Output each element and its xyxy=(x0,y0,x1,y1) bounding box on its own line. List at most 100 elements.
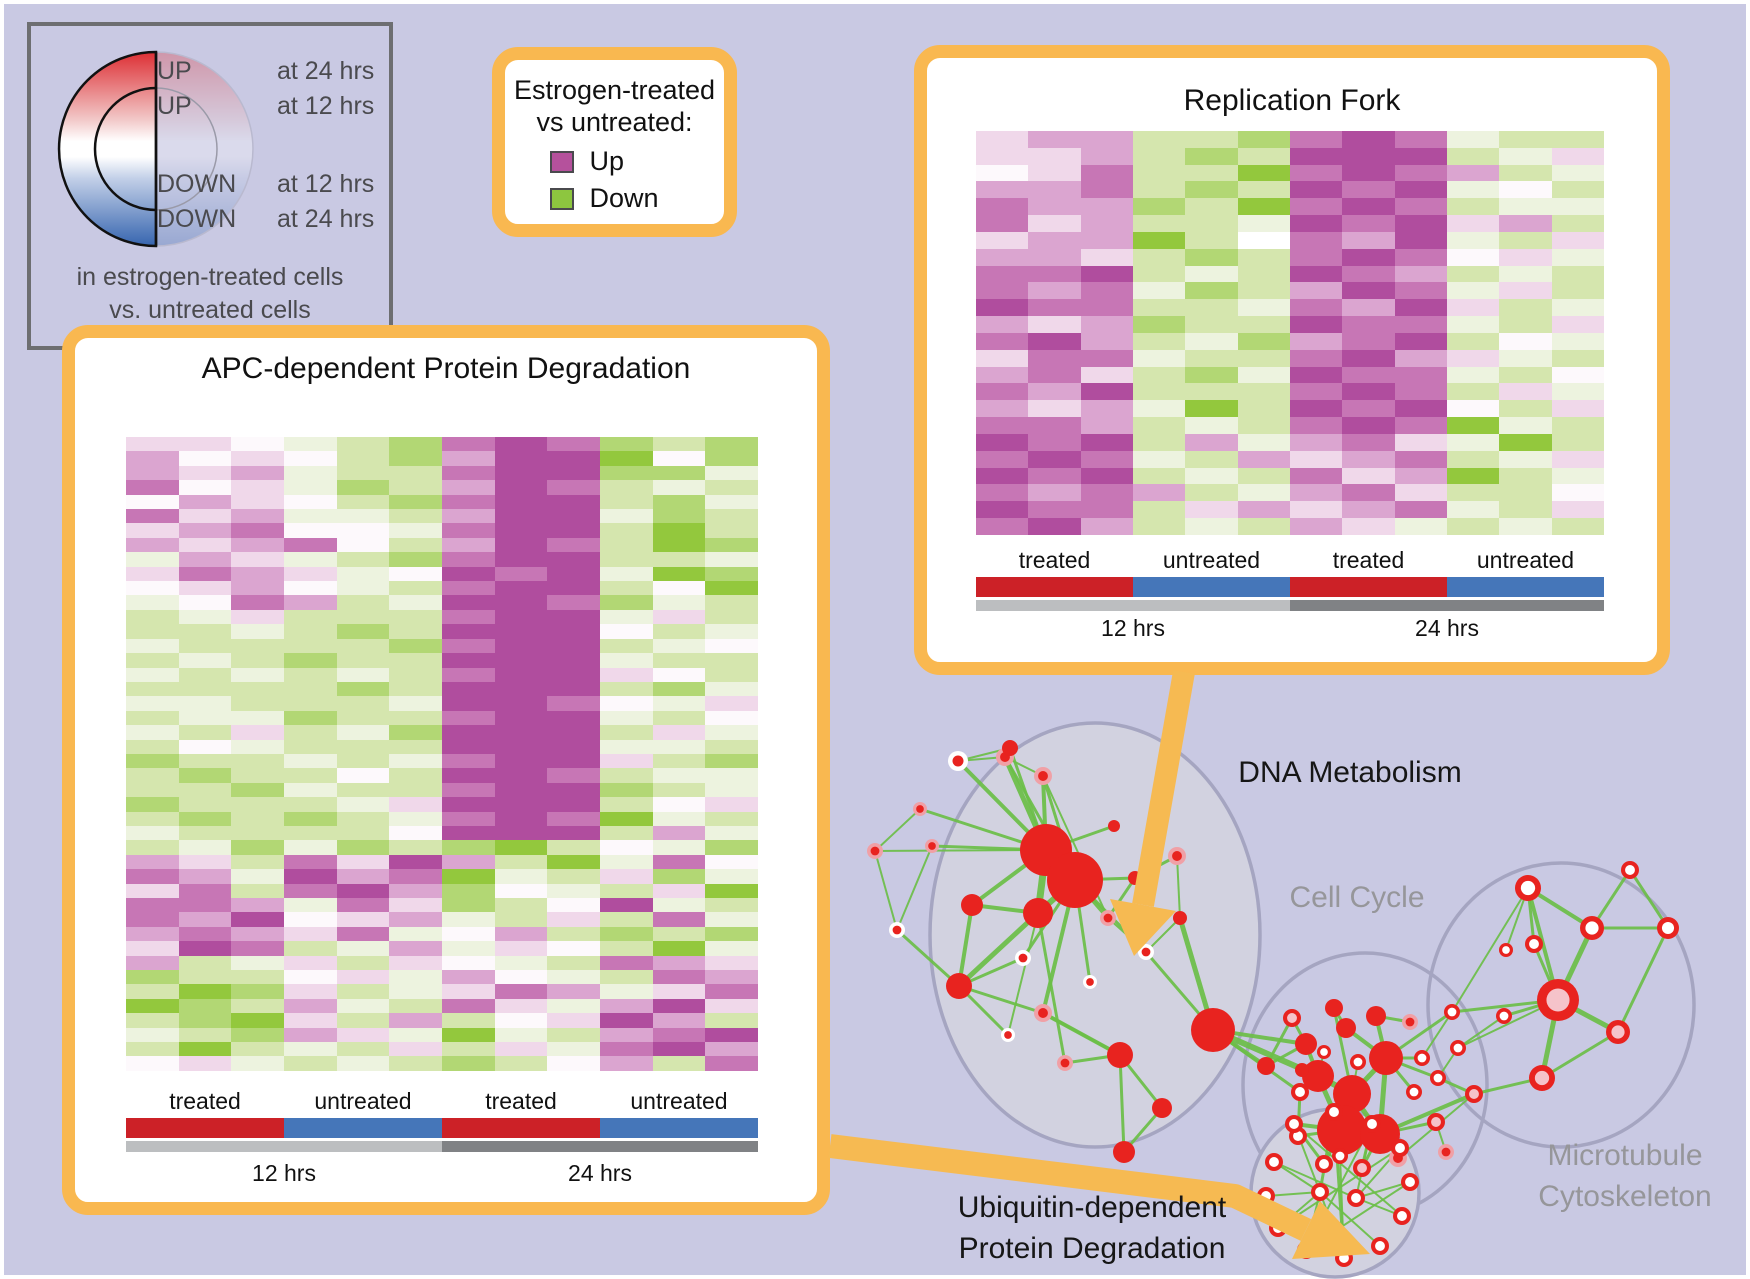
heatmap-row xyxy=(976,433,1604,451)
heatmap-row xyxy=(976,383,1604,401)
repl-treated-bar-2 xyxy=(1290,577,1447,597)
heatmap-row xyxy=(126,710,759,726)
apc-24hr-label: 24 hrs xyxy=(568,1160,632,1186)
apc-treated-bar-2 xyxy=(442,1118,600,1138)
heatmap-row xyxy=(126,566,759,582)
repl-group-label-4: untreated xyxy=(1476,547,1575,573)
legend-time-down-24: at 24 hrs xyxy=(277,205,375,233)
heatmap-row xyxy=(126,768,759,783)
heatmap-row xyxy=(126,739,759,754)
apc-untreated-bar-2 xyxy=(600,1118,758,1138)
heatmap-row xyxy=(976,131,1604,148)
heatmap-row xyxy=(976,484,1604,502)
repl-24hr-label: 24 hrs xyxy=(1415,615,1479,641)
legend-footer-line1: in estrogen-treated cells xyxy=(76,263,344,291)
heatmap-row xyxy=(976,282,1604,300)
heatmap-row xyxy=(126,984,759,999)
legend-time-12: at 12 hrs xyxy=(277,92,375,120)
heatmap-row xyxy=(976,518,1604,535)
heatmap-row xyxy=(126,465,759,481)
heatmap-row xyxy=(126,624,759,639)
heatmap-row xyxy=(126,667,759,682)
apc-condition-bars xyxy=(126,1118,758,1138)
heatmap-row xyxy=(976,501,1604,519)
heatmap-row xyxy=(126,537,759,553)
heatmap-row xyxy=(976,400,1604,418)
repl-untreated-bar-2 xyxy=(1447,577,1604,597)
heatmap-row xyxy=(126,653,759,668)
heatmap-row xyxy=(126,782,759,798)
legend-item-down: Down xyxy=(549,183,680,214)
heatmap-row xyxy=(126,1042,759,1057)
ring-left-half xyxy=(57,50,158,248)
heatmap-row xyxy=(976,316,1604,333)
replication-heatmap xyxy=(976,131,1604,535)
down-color-swatch xyxy=(549,187,574,210)
heatmap-row xyxy=(126,609,759,625)
ring-right-half xyxy=(155,51,254,247)
repl-12hr-bar xyxy=(976,600,1290,611)
heatmap-row xyxy=(126,797,759,812)
heatmap-row xyxy=(126,509,759,524)
apc-24hr-bar xyxy=(442,1141,758,1152)
replication-condition-bars xyxy=(976,577,1604,597)
inner-ring-right xyxy=(155,87,218,211)
repl-group-label-2: untreated xyxy=(1162,547,1261,573)
heatmap-row xyxy=(126,869,759,884)
heatmap-row xyxy=(126,494,759,510)
heatmap-row xyxy=(126,912,759,927)
heatmap-row xyxy=(126,926,759,942)
heatmap-row xyxy=(126,595,759,610)
repl-untreated-bar-1 xyxy=(1133,577,1290,597)
heatmap-row xyxy=(976,215,1604,232)
legend-word-up-12: UP xyxy=(157,92,192,120)
legend-word-down-24: DOWN xyxy=(157,205,237,233)
heatmap-row xyxy=(126,753,759,769)
up-label: Up xyxy=(589,146,625,176)
repl-group-label-3: treated xyxy=(1332,547,1405,573)
apc-heatmap xyxy=(126,437,759,1071)
apc-panel-title: APC-dependent Protein Degradation xyxy=(201,352,691,385)
heatmap-row xyxy=(976,349,1604,367)
ring-gradient-diagram xyxy=(57,50,254,248)
estrogen-legend-title-line2: vs untreated: xyxy=(536,107,693,137)
heatmap-row xyxy=(976,299,1604,317)
heatmap-row xyxy=(976,181,1604,199)
ring-color-legend: UP at 24 hrs UP at 12 hrs DOWN at 12 hrs… xyxy=(27,22,393,350)
replication-fork-panel: Replication Fork treated untreated treat… xyxy=(914,45,1670,675)
apc-heatmap-panel: APC-dependent Protein Degradation treate… xyxy=(62,325,830,1215)
apc-group-labels: treated untreated treated untreated xyxy=(126,1088,758,1115)
heatmap-row xyxy=(126,898,759,913)
heatmap-row xyxy=(126,581,759,596)
heatmap-row xyxy=(126,825,759,841)
heatmap-row xyxy=(976,164,1604,182)
heatmap-row xyxy=(976,332,1604,350)
heatmap-row xyxy=(976,417,1604,434)
apc-treated-bar-1 xyxy=(126,1118,284,1138)
heatmap-row xyxy=(126,480,759,495)
heatmap-row xyxy=(976,231,1604,249)
heatmap-row xyxy=(126,955,759,971)
heatmap-row xyxy=(126,681,759,697)
heatmap-row xyxy=(126,552,759,567)
legend-footer-line2: vs. untreated cells xyxy=(109,296,311,324)
down-label: Down xyxy=(589,183,659,213)
heatmap-row xyxy=(976,198,1604,216)
legend-item-up: Up xyxy=(549,146,680,177)
apc-group-label-4: untreated xyxy=(630,1088,728,1114)
heatmap-row xyxy=(126,854,759,870)
heatmap-row xyxy=(126,523,759,538)
heatmap-row xyxy=(126,638,759,654)
replication-time-bars xyxy=(976,600,1604,611)
heatmap-row xyxy=(126,1056,759,1071)
heatmap-row xyxy=(126,1027,759,1043)
repl-24hr-bar xyxy=(1290,600,1604,611)
heatmap-row xyxy=(976,265,1604,283)
heatmap-row xyxy=(126,941,759,956)
up-color-swatch xyxy=(549,150,574,173)
apc-12hr-bar xyxy=(126,1141,442,1152)
heatmap-row xyxy=(126,437,759,452)
heatmap-row xyxy=(976,147,1604,165)
heatmap-row xyxy=(126,696,759,711)
heatmap-row xyxy=(976,248,1604,266)
